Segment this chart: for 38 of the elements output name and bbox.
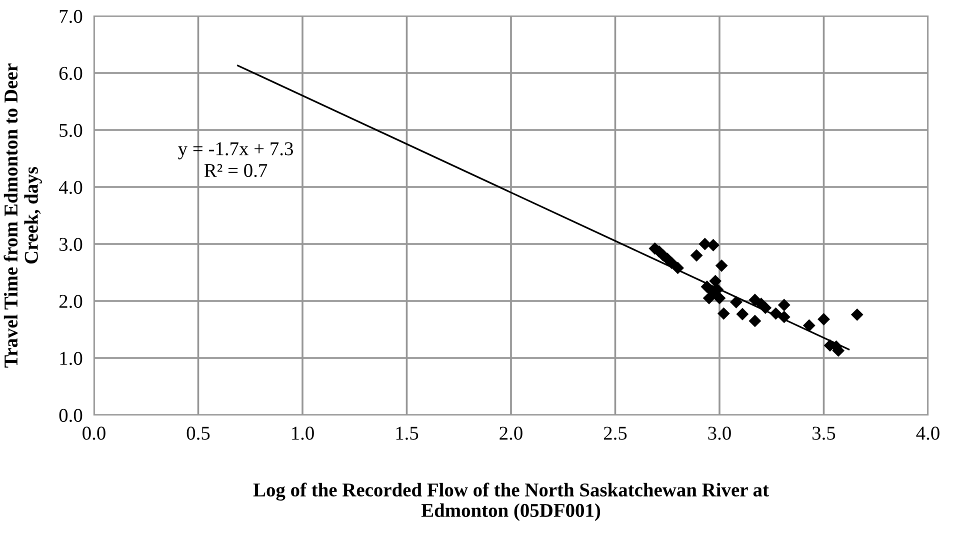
point bbox=[818, 313, 830, 326]
x-tick-label: 3.5 bbox=[812, 426, 836, 440]
x-tick-label: 2.5 bbox=[604, 426, 627, 440]
x-tick-label: 0.5 bbox=[186, 426, 210, 440]
point bbox=[778, 298, 790, 312]
point bbox=[672, 262, 684, 274]
point bbox=[778, 310, 790, 324]
y-tick-label: 0.0 bbox=[59, 408, 82, 422]
point bbox=[850, 308, 864, 321]
point bbox=[707, 238, 720, 252]
point bbox=[717, 307, 730, 320]
annotation: y = -1.7x + 7.3 R² = 0.7 bbox=[178, 142, 293, 178]
x-axis-title: Log of the Recorded Flow of the North Saskatchewan River at Edmonton (05DF001) bbox=[253, 482, 769, 521]
x-tick-label: 0.0 bbox=[82, 426, 106, 440]
point bbox=[802, 319, 816, 332]
x-tick-label: 3.0 bbox=[708, 426, 731, 440]
point bbox=[698, 238, 712, 250]
y-axis-title: Travel Time from Edmonton to Deer Creek, days bbox=[4, 64, 42, 368]
point bbox=[690, 249, 703, 262]
point bbox=[715, 259, 728, 272]
y-tick-label: 2.0 bbox=[59, 294, 82, 308]
point bbox=[713, 292, 726, 304]
point bbox=[748, 314, 762, 328]
point bbox=[770, 307, 782, 320]
y-tick-label: 3.0 bbox=[60, 238, 82, 252]
y-tick-label: 7.0 bbox=[60, 10, 82, 24]
point bbox=[665, 256, 678, 270]
point bbox=[736, 308, 749, 320]
y-tick-label: 1.0 bbox=[60, 352, 82, 366]
point bbox=[759, 302, 772, 314]
x-tick-label: 1.0 bbox=[292, 426, 314, 440]
y-tick-label: 5.0 bbox=[60, 124, 82, 138]
x-tick-label: 2.0 bbox=[500, 426, 522, 440]
y-tick-label: 4.0 bbox=[58, 180, 82, 194]
x-tick-label: 1.5 bbox=[396, 426, 418, 440]
x-tick-label: 4.0 bbox=[916, 426, 940, 440]
y-tick-label: 6.0 bbox=[59, 66, 82, 80]
point bbox=[730, 296, 742, 308]
